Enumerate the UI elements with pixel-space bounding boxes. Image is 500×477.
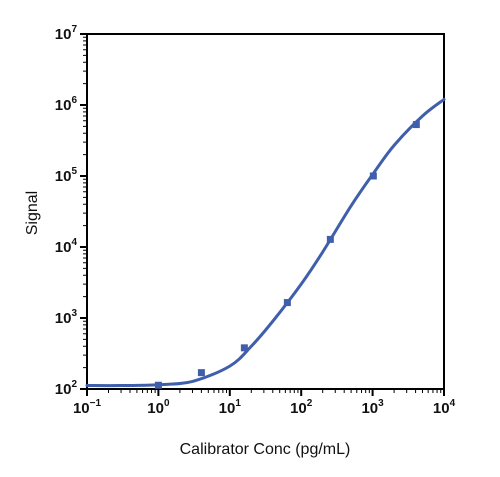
x-tick-label: 104 [433, 398, 456, 417]
x-axis-title: Calibrator Conc (pg/mL) [180, 441, 351, 458]
data-point [197, 369, 205, 377]
plot-frame [86, 33, 445, 390]
y-tick-label: 107 [55, 24, 78, 43]
y-tick-label: 103 [55, 308, 78, 327]
y-tick-label: 105 [55, 166, 78, 185]
x-tick-label: 101 [219, 398, 242, 417]
y-tick-label: 104 [55, 237, 78, 256]
data-point [283, 299, 291, 307]
data-point [412, 121, 420, 129]
data-point [326, 235, 334, 243]
x-tick-label: 10−1 [73, 398, 102, 417]
y-axis-ticks: 102 103 104 105 106 107 [55, 24, 87, 398]
x-tick-label: 100 [147, 398, 170, 417]
data-point [240, 344, 248, 352]
plot-border [86, 33, 445, 390]
data-point [154, 381, 162, 389]
data-point [369, 172, 377, 180]
fit-curve-layer [85, 97, 446, 388]
data-points-layer [154, 121, 420, 389]
x-tick-label: 103 [361, 398, 384, 417]
y-axis-title: Signal [24, 191, 41, 235]
y-tick-label: 106 [55, 95, 78, 114]
y-tick-label: 102 [55, 379, 78, 398]
x-axis-ticks: 10−1 100 101 102 103 104 [73, 389, 456, 417]
x-tick-label: 102 [290, 398, 313, 417]
fit-curve [85, 97, 446, 388]
